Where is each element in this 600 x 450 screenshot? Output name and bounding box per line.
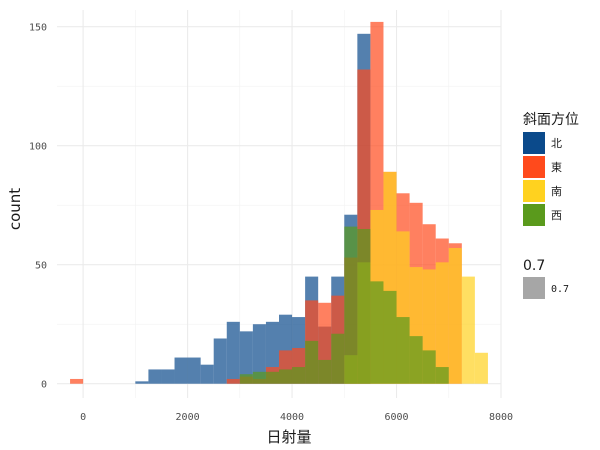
histogram-bar [174,357,188,384]
histogram-bar [448,248,462,384]
histogram-bar [331,333,345,384]
legend-label: 東 [551,161,562,174]
y-tick-label: 0 [41,380,47,391]
x-axis-title: 日射量 [266,428,311,446]
legend-alpha-title: 0.7 [523,258,545,274]
legend-item: 南 [523,180,562,202]
x-tick-label: 0 [80,412,86,423]
y-axis-title: count [6,188,24,230]
x-tick-label: 4000 [280,412,304,423]
histogram-bar [161,369,175,384]
legend-fill-title: 斜面方位 [523,112,579,128]
histogram-bar [200,364,214,384]
legend-label: 南 [551,185,562,198]
legend-swatch [523,132,545,154]
y-tick-label: 50 [35,261,47,272]
legend-swatch [523,180,545,202]
histogram-bar [252,371,266,384]
histogram-bar [292,367,306,384]
x-tick-label: 2000 [176,412,200,423]
x-tick-label: 8000 [489,412,513,423]
histogram-bar [474,352,488,384]
y-tick-label: 150 [29,23,47,34]
histogram-bar [383,290,397,384]
histogram-bar [422,350,436,384]
histogram-bar [70,378,84,384]
histogram-bar [435,367,449,384]
legend-label: 北 [551,137,562,150]
histogram-bar [239,331,253,384]
histogram-bar [344,226,358,384]
tick-labels: 0 2000 4000 6000 8000 0 50 100 150 [29,23,513,423]
x-tick-label: 6000 [384,412,408,423]
histogram-bar [148,369,162,384]
histogram-bar [226,378,240,384]
histogram-bar [252,324,266,384]
histogram-bars [70,21,488,384]
histogram-bar [265,371,279,384]
legend-swatch [523,156,545,178]
histogram-bar [435,262,449,384]
histogram-bar [187,357,201,384]
legend-item: 西 [523,204,562,226]
histogram-bar [213,338,227,384]
histogram-bar [239,374,253,384]
legend-item: 北 [523,132,562,154]
histogram-bar [318,359,332,384]
histogram-bar [370,281,384,384]
histogram-bar [226,321,240,384]
legend-label: 0.7 [551,284,569,295]
histogram-bar [279,369,293,384]
legend-swatch [523,204,545,226]
legend-swatch [523,277,545,299]
legend-item: 東 [523,156,562,178]
histogram-bar [461,276,475,384]
histogram-bar [135,381,149,384]
histogram-bar [409,336,423,384]
legend-label: 西 [551,209,562,222]
y-tick-label: 100 [29,142,47,153]
histogram-bar [357,228,371,384]
legend-item: 0.7 [523,277,569,299]
histogram-bar [305,340,319,384]
series-西 [239,226,449,384]
legend-alpha-items: 0.7 [523,277,569,299]
histogram-bar [396,317,410,384]
